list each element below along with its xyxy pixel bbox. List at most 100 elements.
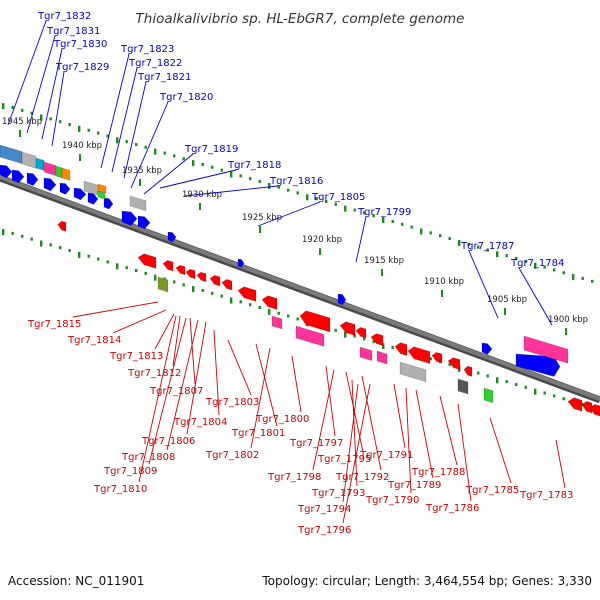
reverse-gene-arrow[interactable] bbox=[237, 286, 257, 302]
reverse-gene-arrow[interactable] bbox=[57, 220, 67, 232]
reverse-gene-label[interactable]: Tgr7_1810 bbox=[93, 484, 147, 495]
forward-gene-arrow[interactable] bbox=[26, 172, 39, 187]
forward-gene-label[interactable]: Tgr7_1787 bbox=[460, 241, 514, 252]
reverse-gene-label[interactable]: Tgr7_1794 bbox=[297, 504, 351, 515]
reverse-gene-arrow[interactable] bbox=[355, 327, 367, 339]
forward-feature-box[interactable] bbox=[129, 195, 147, 212]
forward-gene-arrow[interactable] bbox=[337, 293, 347, 306]
reverse-gene-arrow[interactable] bbox=[567, 397, 583, 412]
reverse-gene-label[interactable]: Tgr7_1801 bbox=[231, 428, 285, 439]
reverse-feature-box[interactable] bbox=[359, 346, 373, 362]
forward-feature-box[interactable] bbox=[97, 190, 106, 200]
reverse-gene-label[interactable]: Tgr7_1786 bbox=[425, 503, 479, 514]
reverse-gene-label[interactable]: Tgr7_1798 bbox=[267, 472, 321, 483]
forward-gene-label[interactable]: Tgr7_1799 bbox=[357, 207, 411, 218]
reverse-gene-label[interactable]: Tgr7_1814 bbox=[67, 335, 121, 346]
forward-feature-box[interactable] bbox=[35, 157, 45, 171]
forward-feature-box[interactable] bbox=[43, 161, 57, 177]
reverse-feature-box[interactable] bbox=[157, 276, 169, 293]
reverse-gene-label[interactable]: Tgr7_1815 bbox=[27, 319, 81, 330]
forward-gene-label[interactable]: Tgr7_1819 bbox=[184, 144, 238, 155]
upper-dot-row-dot bbox=[11, 105, 14, 109]
reverse-gene-label[interactable]: Tgr7_1793 bbox=[311, 488, 365, 499]
forward-gene-label[interactable]: Tgr7_1820 bbox=[159, 92, 213, 103]
forward-gene-arrow[interactable] bbox=[0, 164, 13, 179]
reverse-gene-arrow[interactable] bbox=[196, 271, 207, 283]
reverse-gene-label[interactable]: Tgr7_1808 bbox=[121, 452, 175, 463]
reverse-gene-arrow[interactable] bbox=[463, 365, 473, 377]
forward-feature-box[interactable] bbox=[0, 144, 23, 165]
forward-gene-label[interactable]: Tgr7_1818 bbox=[227, 160, 281, 171]
reverse-gene-arrow[interactable] bbox=[370, 333, 384, 347]
upper-dot-row-dot bbox=[553, 268, 556, 272]
forward-gene-arrow[interactable] bbox=[103, 197, 114, 210]
reverse-gene-arrow[interactable] bbox=[137, 253, 157, 269]
forward-feature-box[interactable] bbox=[97, 183, 107, 194]
forward-gene-arrow[interactable] bbox=[167, 231, 177, 243]
forward-feature-box[interactable] bbox=[61, 167, 71, 181]
reverse-gene-label[interactable]: Tgr7_1797 bbox=[289, 438, 343, 449]
forward-gene-label[interactable]: Tgr7_1829 bbox=[55, 62, 109, 73]
reverse-gene-label[interactable]: Tgr7_1785 bbox=[465, 485, 519, 496]
forward-gene-arrow[interactable] bbox=[137, 215, 151, 230]
forward-gene-label[interactable]: Tgr7_1784 bbox=[510, 258, 564, 269]
forward-gene-label[interactable]: Tgr7_1805 bbox=[311, 192, 365, 203]
reverse-gene-arrow[interactable] bbox=[221, 279, 233, 291]
reverse-feature-box[interactable] bbox=[483, 387, 494, 404]
reverse-gene-arrow[interactable] bbox=[339, 321, 356, 336]
forward-gene-label[interactable]: Tgr7_1822 bbox=[128, 58, 182, 69]
forward-gene-label[interactable]: Tgr7_1831 bbox=[46, 26, 100, 37]
reverse-feature-box[interactable] bbox=[399, 361, 427, 383]
reverse-gene-arrow[interactable] bbox=[394, 342, 408, 357]
reverse-gene-arrow[interactable] bbox=[447, 357, 461, 371]
reverse-gene-label[interactable]: Tgr7_1806 bbox=[141, 436, 195, 447]
forward-feature-box[interactable] bbox=[523, 335, 569, 364]
reverse-gene-label[interactable]: Tgr7_1783 bbox=[519, 490, 573, 501]
reverse-gene-label[interactable]: Tgr7_1792 bbox=[335, 472, 389, 483]
reverse-feature-box[interactable] bbox=[295, 325, 325, 347]
forward-gene-label[interactable]: Tgr7_1816 bbox=[269, 176, 323, 187]
reverse-gene-label[interactable]: Tgr7_1804 bbox=[173, 417, 227, 428]
reverse-gene-label[interactable]: Tgr7_1809 bbox=[103, 466, 157, 477]
reverse-gene-arrow[interactable] bbox=[299, 310, 331, 333]
reverse-gene-label[interactable]: Tgr7_1796 bbox=[297, 525, 351, 536]
lower-dot-row-dot bbox=[372, 340, 375, 344]
forward-gene-arrow[interactable] bbox=[121, 210, 138, 226]
reverse-gene-label[interactable]: Tgr7_1791 bbox=[359, 450, 413, 461]
reverse-feature-box[interactable] bbox=[271, 315, 283, 330]
reverse-gene-arrow[interactable] bbox=[175, 264, 186, 276]
forward-gene-label[interactable]: Tgr7_1821 bbox=[137, 72, 191, 83]
reverse-gene-label[interactable]: Tgr7_1789 bbox=[387, 480, 441, 491]
reverse-gene-label[interactable]: Tgr7_1803 bbox=[205, 397, 259, 408]
forward-gene-label[interactable]: Tgr7_1823 bbox=[120, 44, 174, 55]
forward-feature-box[interactable] bbox=[83, 180, 99, 196]
forward-feature-box[interactable] bbox=[55, 165, 63, 179]
reverse-gene-label[interactable]: Tgr7_1813 bbox=[109, 351, 163, 362]
forward-gene-label[interactable]: Tgr7_1830 bbox=[53, 39, 107, 50]
forward-gene-arrow[interactable] bbox=[11, 169, 25, 184]
forward-gene-label[interactable]: Tgr7_1832 bbox=[37, 11, 91, 22]
reverse-feature-box[interactable] bbox=[376, 350, 388, 365]
reverse-feature-box[interactable] bbox=[457, 378, 469, 395]
reverse-gene-arrow[interactable] bbox=[261, 295, 278, 310]
reverse-gene-label[interactable]: Tgr7_1790 bbox=[365, 495, 419, 506]
reverse-gene-label[interactable]: Tgr7_1788 bbox=[411, 467, 465, 478]
reverse-gene-arrow[interactable] bbox=[162, 260, 174, 272]
reverse-gene-label[interactable]: Tgr7_1807 bbox=[149, 386, 203, 397]
reverse-gene-label[interactable]: Tgr7_1800 bbox=[255, 414, 309, 425]
reverse-gene-arrow[interactable] bbox=[589, 404, 600, 417]
forward-gene-arrow[interactable] bbox=[481, 342, 493, 355]
reverse-gene-label[interactable]: Tgr7_1795 bbox=[317, 454, 371, 465]
reverse-gene-label[interactable]: Tgr7_1812 bbox=[127, 368, 181, 379]
forward-feature-box[interactable] bbox=[21, 151, 37, 169]
forward-gene-arrow[interactable] bbox=[43, 177, 57, 192]
forward-gene-arrow[interactable] bbox=[237, 258, 245, 268]
forward-gene-arrow[interactable] bbox=[73, 187, 87, 201]
reverse-gene-label[interactable]: Tgr7_1802 bbox=[205, 450, 259, 461]
reverse-gene-arrow[interactable] bbox=[407, 346, 431, 365]
reverse-gene-arrow[interactable] bbox=[209, 275, 221, 287]
reverse-gene-arrow[interactable] bbox=[431, 352, 443, 364]
reverse-gene-arrow[interactable] bbox=[581, 401, 593, 414]
forward-gene-arrow[interactable] bbox=[59, 182, 71, 195]
reverse-gene-arrow[interactable] bbox=[185, 268, 196, 280]
